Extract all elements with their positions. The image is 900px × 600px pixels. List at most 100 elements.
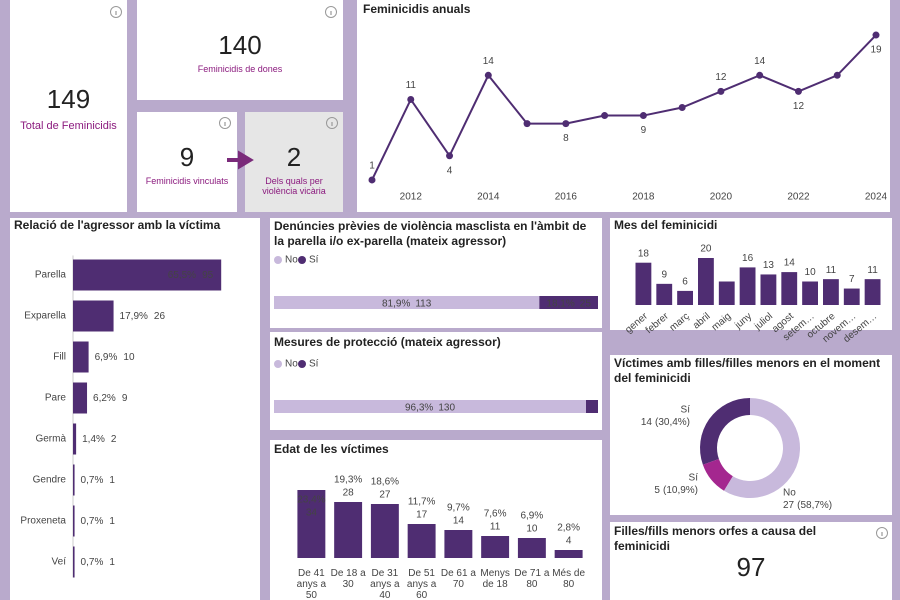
legend-label: Sí	[309, 255, 319, 266]
value-label: 1	[109, 516, 115, 527]
data-label: 8	[563, 133, 569, 144]
bar-segment	[586, 400, 598, 413]
bar	[677, 290, 693, 305]
kpi-label: Feminicidis de dones	[197, 64, 283, 74]
value-label: 10	[805, 267, 817, 278]
kpi-title: Filles/fills menors orfes a causa del fe…	[614, 524, 817, 553]
percentage-label: 18,1%	[546, 298, 574, 309]
data-label: 9	[641, 125, 647, 136]
point	[678, 104, 686, 111]
x-tick-label: 2016	[555, 192, 578, 203]
value-label: 20	[700, 244, 712, 255]
info-icon	[219, 117, 231, 129]
point	[446, 152, 454, 160]
y-tick-label: Proxeneta	[20, 516, 66, 527]
value-label: 10	[123, 352, 135, 363]
bar-segment	[539, 296, 598, 309]
value-label: 6	[682, 277, 688, 288]
value-label: 7	[849, 274, 855, 285]
bar	[73, 464, 75, 496]
donut-slice	[702, 459, 733, 491]
info-icon	[326, 117, 338, 129]
x-tick-label: De 61 a 70	[440, 568, 476, 590]
slice-label: 27 (58,7%)	[783, 500, 832, 511]
kpi-value: 97	[736, 552, 766, 582]
percentage-label: 17,9%	[120, 311, 148, 322]
slice-category: Sí	[681, 405, 691, 416]
bar	[481, 536, 510, 558]
x-tick-label: Menys de 18	[480, 568, 510, 590]
bar	[444, 530, 473, 558]
value-label: 25	[580, 298, 592, 309]
x-tick-label: Més de 80	[552, 568, 586, 590]
data-label: 4	[447, 165, 453, 176]
donut-slice	[699, 397, 750, 465]
bar	[73, 382, 88, 414]
percentage-label: 9,7%	[447, 503, 470, 514]
value-label: 1	[109, 475, 115, 486]
x-tick-label: De 71 a 80	[514, 568, 550, 590]
bar-label: 17,9% 26	[120, 311, 166, 322]
x-tick-label: De 31 anys a 40	[370, 568, 400, 600]
legend-marker	[274, 256, 282, 264]
bar	[334, 502, 363, 558]
data-label: 14	[483, 56, 495, 67]
line	[371, 34, 877, 181]
value-label: 2	[111, 434, 117, 445]
value-label: 11	[867, 265, 878, 276]
bar	[407, 524, 436, 558]
value-label: 10	[526, 524, 538, 535]
percentage-label: 6,2%	[93, 393, 116, 404]
slice-label: 5 (10,9%)	[654, 485, 698, 496]
percentage-label: (30,4%)	[655, 417, 690, 428]
bar-label: 0,7% 1	[81, 516, 116, 527]
bar	[739, 267, 756, 305]
value-label: 16	[742, 253, 754, 264]
value-label: 14	[784, 258, 796, 269]
panel	[10, 0, 127, 212]
percentage-label: (10,9%)	[663, 485, 698, 496]
value-label: 13	[763, 260, 775, 271]
x-tick-label: 2014	[477, 192, 500, 203]
bar	[864, 279, 881, 305]
bar	[656, 283, 673, 305]
bar-label: 1,4% 2	[82, 434, 117, 445]
kpi-value: 2	[286, 142, 302, 172]
value-label: 27	[783, 500, 795, 511]
x-tick-label: De 41 anys a 50	[296, 568, 327, 600]
slice-label: 14 (30,4%)	[641, 417, 690, 428]
kpi-label: Feminicidis vinculats	[145, 176, 229, 186]
bar	[823, 279, 839, 305]
panel	[137, 0, 343, 100]
y-tick-label: Veí	[52, 557, 67, 568]
percentage-label: 65,5%	[168, 270, 196, 281]
arrow	[227, 150, 254, 170]
panel	[610, 522, 892, 600]
value-label: 27	[379, 490, 391, 501]
point	[794, 87, 802, 95]
value-label: 130	[438, 402, 455, 413]
point	[717, 87, 725, 95]
bar	[73, 423, 77, 455]
y-tick-label: Pare	[45, 393, 67, 404]
point	[562, 120, 570, 128]
chart-title: Denúncies prèvies de violència masclista…	[274, 219, 587, 248]
bar	[718, 281, 735, 305]
value-label: 5	[654, 485, 660, 496]
bar	[517, 538, 546, 558]
bar	[760, 274, 777, 305]
y-tick-label: Parella	[35, 270, 67, 281]
value-label: 113	[415, 298, 431, 309]
chart-title: Feminicidis anuals	[363, 2, 471, 16]
percentage-label: 0,7%	[81, 516, 104, 527]
value-label: 11	[490, 522, 501, 533]
point	[523, 120, 531, 128]
x-tick-label: 2022	[787, 192, 810, 203]
panel	[270, 218, 602, 328]
x-tick-label: 2020	[710, 192, 733, 203]
bar-label: 6,2% 9	[93, 393, 128, 404]
data-label: 19	[870, 45, 882, 56]
kpi-value: 140	[218, 30, 262, 60]
value-label: 1	[109, 557, 115, 568]
